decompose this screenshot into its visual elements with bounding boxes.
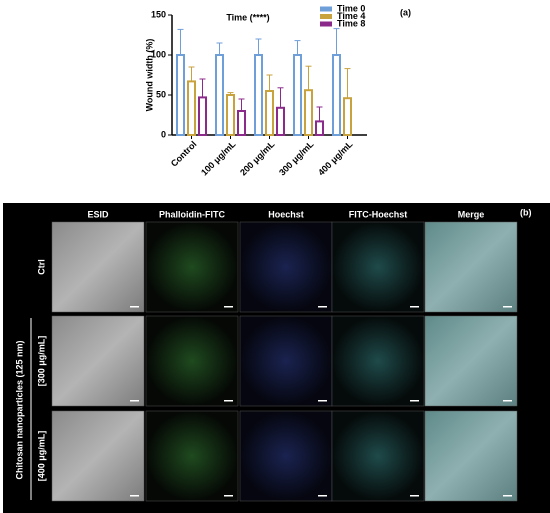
bar xyxy=(343,97,352,136)
bar xyxy=(265,90,274,136)
x-tick-label: 200 μg/mL xyxy=(238,139,277,178)
scale-bar xyxy=(410,495,419,497)
bar xyxy=(226,94,235,136)
bar xyxy=(176,54,185,136)
bar xyxy=(293,54,302,136)
scale-bar xyxy=(224,306,233,308)
legend-label: Time 0 xyxy=(337,3,365,13)
scale-bar xyxy=(130,495,139,497)
micrograph xyxy=(331,410,425,502)
column-header: Phalloidin-FITC xyxy=(159,209,225,219)
x-tick-label: 400 μg/mL xyxy=(316,139,355,178)
panel-label: (b) xyxy=(520,207,532,217)
bar xyxy=(237,110,246,136)
micrograph xyxy=(331,315,425,407)
scale-bar xyxy=(130,306,139,308)
micrograph xyxy=(145,410,239,502)
bar xyxy=(215,54,224,136)
micrograph xyxy=(51,315,145,407)
row-label: Ctrl xyxy=(36,259,46,275)
micrograph xyxy=(51,221,145,313)
scale-bar xyxy=(410,306,419,308)
legend-swatch xyxy=(320,21,332,27)
group-label: Chitosan nanoparticles (125 nm) xyxy=(14,340,24,479)
bar xyxy=(304,89,313,136)
legend-label: Time 4 xyxy=(337,11,365,21)
micrograph xyxy=(424,315,518,407)
scale-bar xyxy=(503,400,512,402)
y-tick-label: 100 xyxy=(151,49,166,59)
bar xyxy=(315,120,324,137)
column-header: FITC-Hoechst xyxy=(349,209,408,219)
micrograph xyxy=(239,315,333,407)
micrograph xyxy=(239,221,333,313)
row-label: [400 μg/mL] xyxy=(36,431,46,482)
column-header: Hoechst xyxy=(268,209,304,219)
micrograph xyxy=(145,221,239,313)
y-axis-label: Wound width (%) xyxy=(144,39,154,112)
micrograph xyxy=(331,221,425,313)
micrograph xyxy=(424,410,518,502)
x-tick-label: 100 μg/mL xyxy=(199,139,238,178)
micrograph xyxy=(424,221,518,313)
micrograph-grid xyxy=(51,221,518,502)
column-header: Merge xyxy=(458,209,485,219)
bar xyxy=(332,54,341,136)
legend-swatch xyxy=(320,14,332,19)
bar xyxy=(187,80,196,136)
bar xyxy=(276,106,285,137)
x-tick-label: 300 μg/mL xyxy=(277,139,316,178)
row-label: [300 μg/mL] xyxy=(36,336,46,387)
scale-bar xyxy=(318,400,327,402)
panel-label: (a) xyxy=(400,7,411,17)
annotation: Time (****) xyxy=(226,12,269,22)
scale-bar xyxy=(503,495,512,497)
x-tick-label: Control xyxy=(169,139,199,169)
scale-bar xyxy=(224,400,233,402)
scale-bar xyxy=(318,495,327,497)
micrograph xyxy=(51,410,145,502)
y-tick-label: 50 xyxy=(156,89,166,99)
legend-label: Time 8 xyxy=(337,18,365,28)
scale-bar xyxy=(503,306,512,308)
column-header: ESID xyxy=(87,209,109,219)
scale-bar xyxy=(410,400,419,402)
micrograph xyxy=(239,410,333,502)
scale-bar xyxy=(318,306,327,308)
scale-bar xyxy=(130,400,139,402)
legend-swatch xyxy=(320,6,332,12)
micrograph xyxy=(145,315,239,407)
y-tick-label: 150 xyxy=(151,9,166,19)
bar xyxy=(254,54,263,136)
y-tick-label: 0 xyxy=(161,129,166,139)
bar xyxy=(198,96,207,136)
scale-bar xyxy=(224,495,233,497)
